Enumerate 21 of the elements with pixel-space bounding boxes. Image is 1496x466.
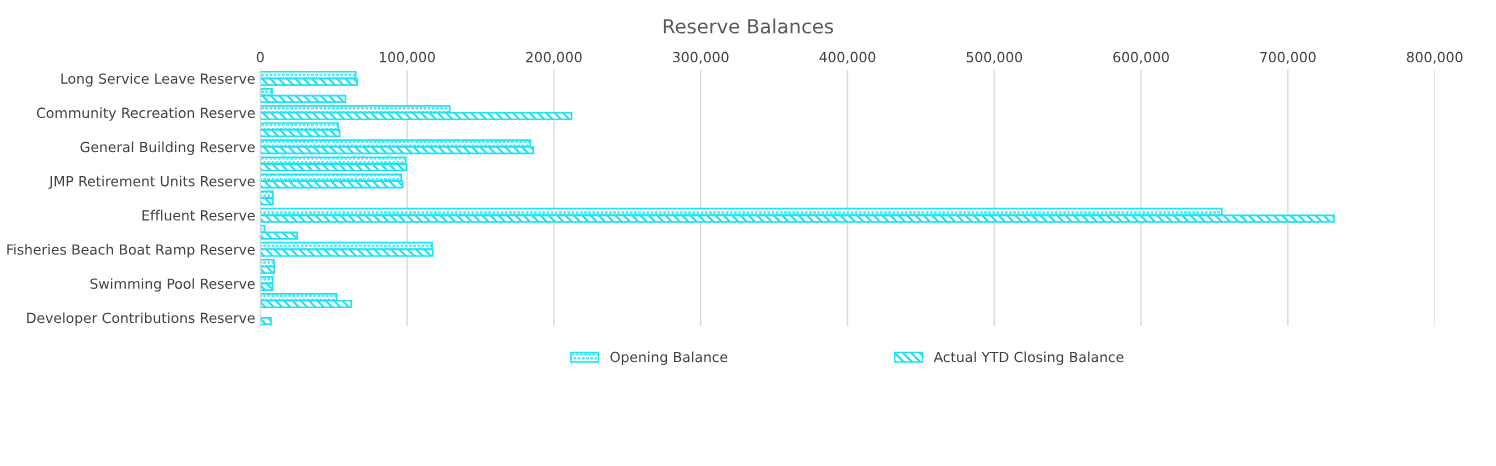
bar (260, 316, 272, 326)
x-tick-label: 0 (256, 51, 264, 63)
legend-label: Actual YTD Closing Balance (933, 351, 1124, 365)
x-tick-label: 200,000 (526, 51, 582, 64)
x-tick-label: 700,000 (1260, 51, 1316, 64)
x-tick-label: 400,000 (819, 51, 876, 64)
y-tick-label: General Building Reserve (80, 141, 255, 155)
y-tick-label: Effluent Reserve (142, 209, 255, 221)
y-tick-label: Fisheries Beach Boat Ramp Reserve (7, 244, 255, 258)
x-tick-label: 600,000 (1113, 51, 1169, 64)
x-tick-label: 800,000 (1406, 51, 1463, 64)
y-tick-label: Swimming Pool Reserve (90, 278, 255, 292)
y-tick-label: Community Recreation Reserve (36, 107, 255, 121)
y-tick-label: Long Service Leave Reserve (61, 73, 255, 87)
y-tick-label: JMP Retirement Units Reserve (48, 175, 255, 190)
x-tick-label: 300,000 (673, 51, 729, 64)
x-tick-label: 500,000 (966, 51, 1023, 64)
legend-label: Opening Balance (610, 351, 728, 365)
chart-title: Reserve Balances (663, 18, 834, 34)
y-tick-label: Developer Contributions Reserve (27, 312, 255, 326)
x-tick-label: 100,000 (379, 51, 435, 64)
